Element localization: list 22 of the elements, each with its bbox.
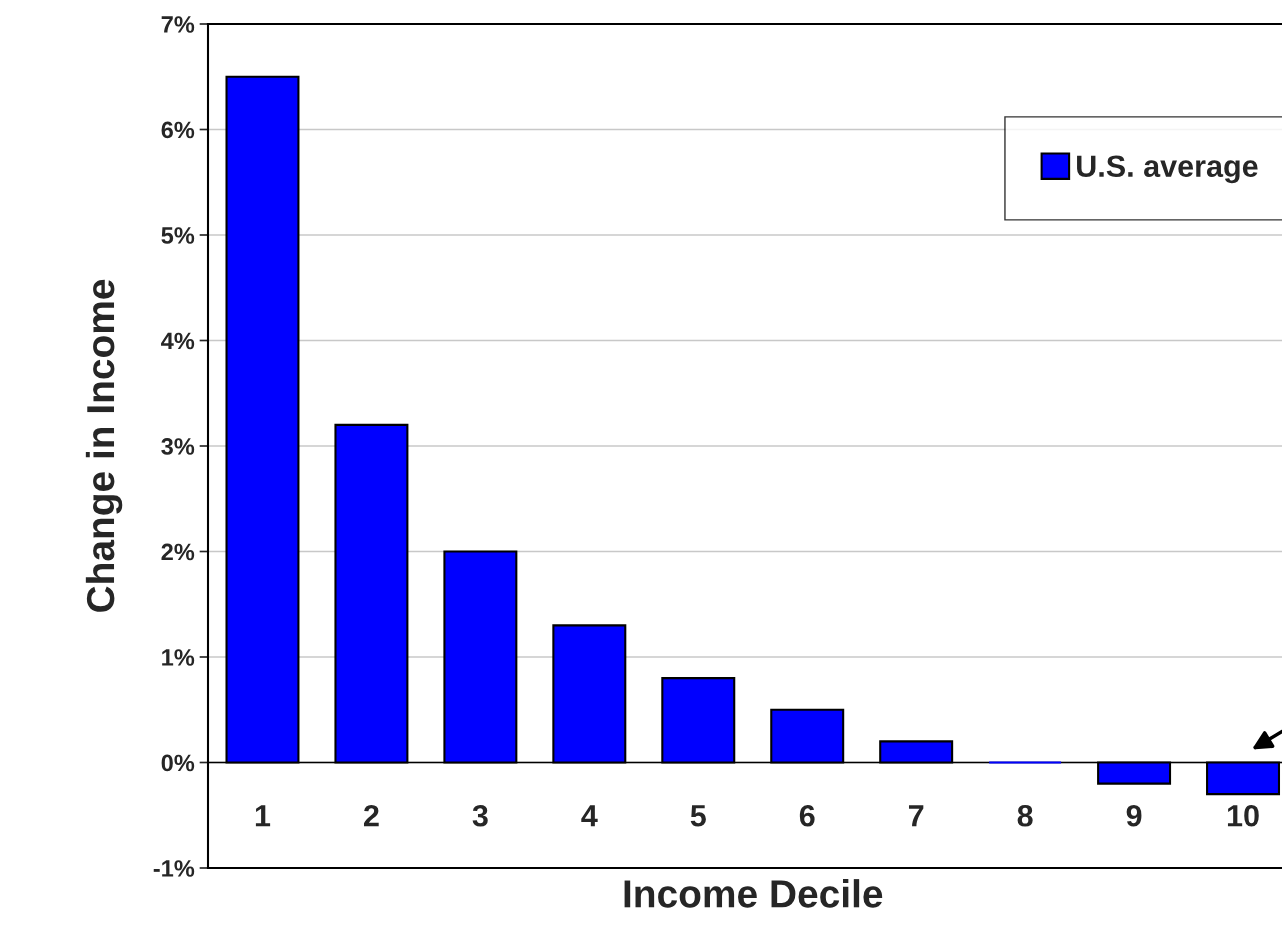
x-tick-label: 9 (1126, 804, 1142, 827)
x-tick-label: 8 (1017, 804, 1033, 827)
y-axis-title: Change in Income (85, 279, 123, 612)
x-tick-label: 5 (690, 805, 706, 827)
x-tick-label: 6 (799, 804, 815, 827)
y-tick-label: 4% (161, 332, 195, 350)
y-tick-label: 5% (161, 227, 195, 244)
x-tick-label: 7 (908, 805, 924, 827)
x-tick-label: 4 (581, 805, 598, 827)
y-tick-label: -1% (153, 860, 195, 877)
legend-label: U.S. average (1077, 155, 1258, 184)
x-tick-label: 2 (363, 804, 379, 827)
x-axis-title: Income Decile (624, 879, 883, 908)
x-tick-label: 10 (1227, 804, 1259, 827)
y-tick-label: 3% (161, 438, 195, 455)
y-tick-label: 1% (162, 649, 195, 666)
y-tick-label: 6% (161, 121, 195, 139)
x-tick-label: 1 (255, 805, 271, 827)
y-tick-label: 0% (161, 754, 195, 772)
y-tick-label: 7% (161, 16, 195, 33)
x-tick-label: 3 (472, 804, 488, 827)
y-tick-label: 2% (161, 543, 195, 561)
